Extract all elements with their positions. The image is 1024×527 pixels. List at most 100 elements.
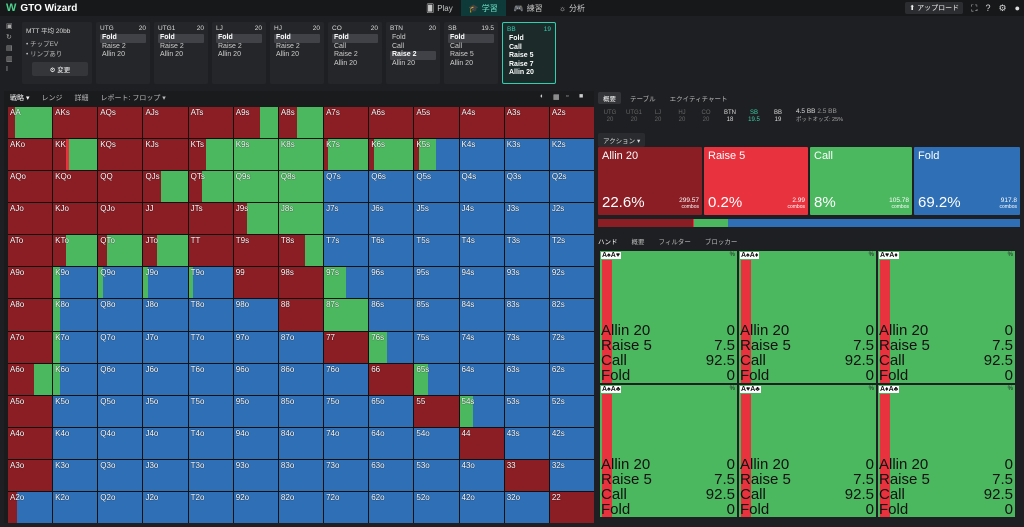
strategy-tab-3[interactable]: レポート: フロップ ▾ xyxy=(100,95,166,102)
hand-cell-J4o[interactable]: J4o xyxy=(143,427,188,459)
hand-cell-T8o[interactable]: T8o xyxy=(188,299,233,331)
hand-cell-77[interactable]: 77 xyxy=(324,331,369,363)
position-utg1[interactable]: UTG1 20 Fold Raise 2 Allin 20 xyxy=(154,22,208,84)
hand-cell-T2s[interactable]: T2s xyxy=(549,235,594,267)
hand-combo-card[interactable]: A♠A♦% Allin 20 0 Raise 5 7.5 Call 92.5 Fold 0 xyxy=(739,251,876,383)
hand-cell-93s[interactable]: 93s xyxy=(504,267,549,299)
hand-cell-64o[interactable]: 64o xyxy=(369,427,414,459)
hand-cell-AKo[interactable]: AKo xyxy=(8,139,53,171)
hand-cell-ATo[interactable]: ATo xyxy=(8,235,53,267)
hand-cell-J9s[interactable]: J9s xyxy=(233,203,278,235)
hand-cell-Q2o[interactable]: Q2o xyxy=(98,491,143,523)
hand-cell-42s[interactable]: 42s xyxy=(549,427,594,459)
position-action[interactable]: Call xyxy=(392,42,405,50)
text-icon[interactable]: I xyxy=(6,66,8,73)
hand-cell-J8o[interactable]: J8o xyxy=(143,299,188,331)
info-tab-2[interactable]: エクイティチャート xyxy=(669,95,728,103)
hand-cell-T5o[interactable]: T5o xyxy=(188,395,233,427)
hand-cell-88[interactable]: 88 xyxy=(278,299,324,331)
hand-cell-94s[interactable]: 94s xyxy=(459,267,504,299)
hand-cell-A4s[interactable]: A4s xyxy=(459,107,504,139)
hand-cell-A5s[interactable]: A5s xyxy=(414,107,459,139)
hand-cell-A8s[interactable]: A8s xyxy=(278,107,324,139)
strategy-tab-1[interactable]: レンジ xyxy=(41,95,63,102)
user-icon[interactable]: ● xyxy=(1014,3,1020,13)
position-action[interactable]: Fold xyxy=(216,34,262,43)
hand-cell-92s[interactable]: 92s xyxy=(549,267,594,299)
position-action[interactable]: Raise 2 xyxy=(102,42,126,50)
hand-cell-97o[interactable]: 97o xyxy=(233,331,278,363)
hand-combo-card[interactable]: A♥A♣% Allin 20 0 Raise 5 7.5 Call 92.5 Fold 0 xyxy=(739,385,876,517)
hand-cell-54o[interactable]: 54o xyxy=(414,427,459,459)
help-icon[interactable]: ? xyxy=(985,3,991,13)
hand-cell-73s[interactable]: 73s xyxy=(504,331,549,363)
hand-cell-J3o[interactable]: J3o xyxy=(143,459,188,491)
hand-cell-Q5s[interactable]: Q5s xyxy=(414,171,459,203)
hand-cell-T8s[interactable]: T8s xyxy=(278,235,324,267)
strategy-tab-2[interactable]: 詳細 xyxy=(74,95,89,102)
hand-cell-72o[interactable]: 72o xyxy=(324,491,369,523)
hand-cell-A2s[interactable]: A2s xyxy=(549,107,594,139)
hand-cell-TT[interactable]: TT xyxy=(188,235,233,267)
hand-cell-82o[interactable]: 82o xyxy=(278,491,324,523)
change-button[interactable]: ⚙ 変更 xyxy=(32,62,88,76)
hand-cell-KTs[interactable]: KTs xyxy=(188,139,233,171)
disk-icon[interactable]: ▤ xyxy=(6,45,13,52)
grid-small-icon[interactable]: ▫ xyxy=(566,93,569,100)
reset-icon[interactable]: ↻ xyxy=(6,34,12,41)
position-action[interactable]: Raise 2 xyxy=(218,42,242,50)
position-action[interactable]: Allin 20 xyxy=(276,51,299,58)
hand-cell-62s[interactable]: 62s xyxy=(549,363,594,395)
hand-cell-K2o[interactable]: K2o xyxy=(53,491,98,523)
square-view-icon[interactable]: ■ xyxy=(579,93,584,100)
hand-cell-Q6o[interactable]: Q6o xyxy=(98,363,143,395)
hand-cell-65o[interactable]: 65o xyxy=(369,395,414,427)
hand-combo-card[interactable]: A♥A♦% Allin 20 0 Raise 5 7.5 Call 92.5 Fold 0 xyxy=(878,251,1015,383)
hand-cell-93o[interactable]: 93o xyxy=(233,459,278,491)
hand-cell-K9o[interactable]: K9o xyxy=(53,267,98,299)
hand-combo-card[interactable]: A♠A♥% Allin 20 0 Raise 5 7.5 Call 92.5 Fold 0 xyxy=(600,251,737,383)
hand-cell-97s[interactable]: 97s xyxy=(324,267,369,299)
hand-cell-95o[interactable]: 95o xyxy=(233,395,278,427)
hand-cell-Q7o[interactable]: Q7o xyxy=(98,331,143,363)
hand-cell-T4o[interactable]: T4o xyxy=(188,427,233,459)
position-action[interactable]: Fold xyxy=(100,34,146,43)
hand-cell-J7o[interactable]: J7o xyxy=(143,331,188,363)
hand-cell-QTo[interactable]: QTo xyxy=(98,235,143,267)
hand-cell-53s[interactable]: 53s xyxy=(504,395,549,427)
hand-cell-J9o[interactable]: J9o xyxy=(143,267,188,299)
hand-cell-A3o[interactable]: A3o xyxy=(8,459,53,491)
action-card-3[interactable]: Fold 69.2% 917.8 combos xyxy=(914,147,1020,215)
hand-cell-K9s[interactable]: K9s xyxy=(233,139,278,171)
hand-cell-T2o[interactable]: T2o xyxy=(188,491,233,523)
hand-cell-K3o[interactable]: K3o xyxy=(53,459,98,491)
hand-cell-A9o[interactable]: A9o xyxy=(8,267,53,299)
hand-cell-K8o[interactable]: K8o xyxy=(53,299,98,331)
hand-cell-98s[interactable]: 98s xyxy=(278,267,324,299)
position-action[interactable]: Fold xyxy=(509,35,524,42)
hand-cell-A6o[interactable]: A6o xyxy=(8,363,53,395)
hand-cell-22[interactable]: 22 xyxy=(549,491,594,523)
hand-cell-Q3s[interactable]: Q3s xyxy=(504,171,549,203)
hand-cell-75s[interactable]: 75s xyxy=(414,331,459,363)
position-action[interactable]: Allin 20 xyxy=(509,69,534,76)
hand-cell-K8s[interactable]: K8s xyxy=(278,139,324,171)
hand-cell-T3o[interactable]: T3o xyxy=(188,459,233,491)
print-icon[interactable]: ▥ xyxy=(6,56,13,63)
hand-cell-32o[interactable]: 32o xyxy=(504,491,549,523)
nav-item-0[interactable]: 🂠 Play xyxy=(418,0,461,16)
hand-cell-J8s[interactable]: J8s xyxy=(278,203,324,235)
hand-cell-Q6s[interactable]: Q6s xyxy=(369,171,414,203)
hand-cell-95s[interactable]: 95s xyxy=(414,267,459,299)
hand-cell-72s[interactable]: 72s xyxy=(549,331,594,363)
hand-cell-T3s[interactable]: T3s xyxy=(504,235,549,267)
hand-cell-Q3o[interactable]: Q3o xyxy=(98,459,143,491)
hand-cell-JTo[interactable]: JTo xyxy=(143,235,188,267)
position-lj[interactable]: LJ 20 Fold Raise 2 Allin 20 xyxy=(212,22,266,84)
position-action[interactable]: Allin 20 xyxy=(334,59,357,67)
info-tab-0[interactable]: 概要 xyxy=(598,91,621,104)
hand-cell-J2s[interactable]: J2s xyxy=(549,203,594,235)
hand-cell-A6s[interactable]: A6s xyxy=(369,107,414,139)
hand-cell-AKs[interactable]: AKs xyxy=(53,107,98,139)
upload-button[interactable]: ⬆ アップロード xyxy=(905,2,964,14)
